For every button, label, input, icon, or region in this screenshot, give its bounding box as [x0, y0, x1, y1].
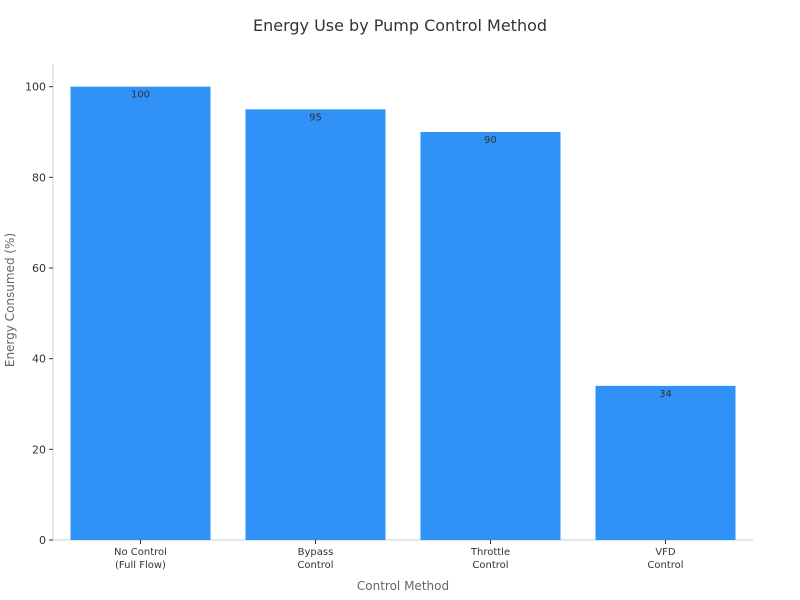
data-label: 90 [484, 135, 497, 146]
x-axis-label: Control Method [357, 579, 449, 593]
bar [245, 109, 386, 540]
data-label: 95 [309, 112, 322, 123]
chart-title: Energy Use by Pump Control Method [253, 16, 547, 35]
x-tick-label: VFD Control [647, 547, 683, 571]
y-axis-label: Energy Consumed (%) [3, 233, 17, 367]
data-label: 34 [659, 389, 672, 400]
x-tick-label: Bypass Control [297, 547, 333, 571]
y-tick-label: 0 [39, 534, 46, 547]
bar [420, 132, 561, 540]
y-tick-label: 100 [25, 81, 46, 94]
bar [70, 86, 211, 541]
y-tick-label: 40 [32, 353, 46, 366]
x-tick-label: Throttle Control [470, 547, 510, 571]
y-tick-label: 80 [32, 171, 46, 184]
y-tick-label: 20 [32, 443, 46, 456]
x-tick-label: No Control (Full Flow) [114, 547, 167, 571]
y-tick-label: 60 [32, 262, 46, 275]
data-label: 100 [131, 90, 150, 101]
bar [595, 385, 736, 540]
